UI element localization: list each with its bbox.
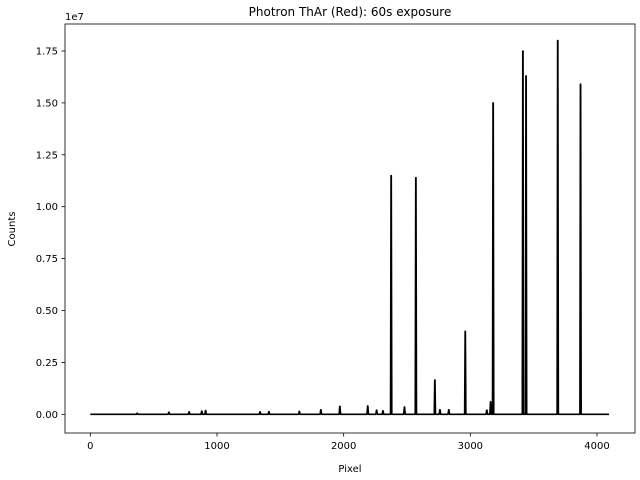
x-tick-label: 2000	[331, 441, 356, 452]
x-tick-label: 1000	[204, 441, 229, 452]
y-offset-label: 1e7	[65, 12, 84, 23]
x-axis: 0 1000 2000 3000 4000	[87, 433, 610, 452]
y-axis-label: Counts	[7, 212, 18, 247]
plot-frame	[64, 23, 636, 434]
y-tick-label: 1.50	[36, 98, 58, 109]
series-line	[90, 39, 610, 416]
x-tick-label: 3000	[458, 441, 483, 452]
x-axis-label: Pixel	[338, 464, 361, 475]
y-tick-label: 0.00	[36, 410, 58, 421]
x-tick-label: 0	[87, 441, 93, 452]
x-tick-label: 4000	[584, 441, 609, 452]
y-tick-label: 1.00	[36, 202, 58, 213]
chart-title: Photron ThAr (Red): 60s exposure	[249, 5, 452, 19]
y-tick-label: 0.75	[36, 254, 58, 265]
y-tick-label: 0.50	[36, 306, 58, 317]
y-tick-label: 1.75	[36, 46, 58, 57]
y-axis: 0.00 0.25 0.50 0.75 1.00 1.25 1.50 1.75	[36, 46, 65, 421]
y-tick-label: 0.25	[36, 358, 58, 369]
y-tick-label: 1.25	[36, 150, 58, 161]
